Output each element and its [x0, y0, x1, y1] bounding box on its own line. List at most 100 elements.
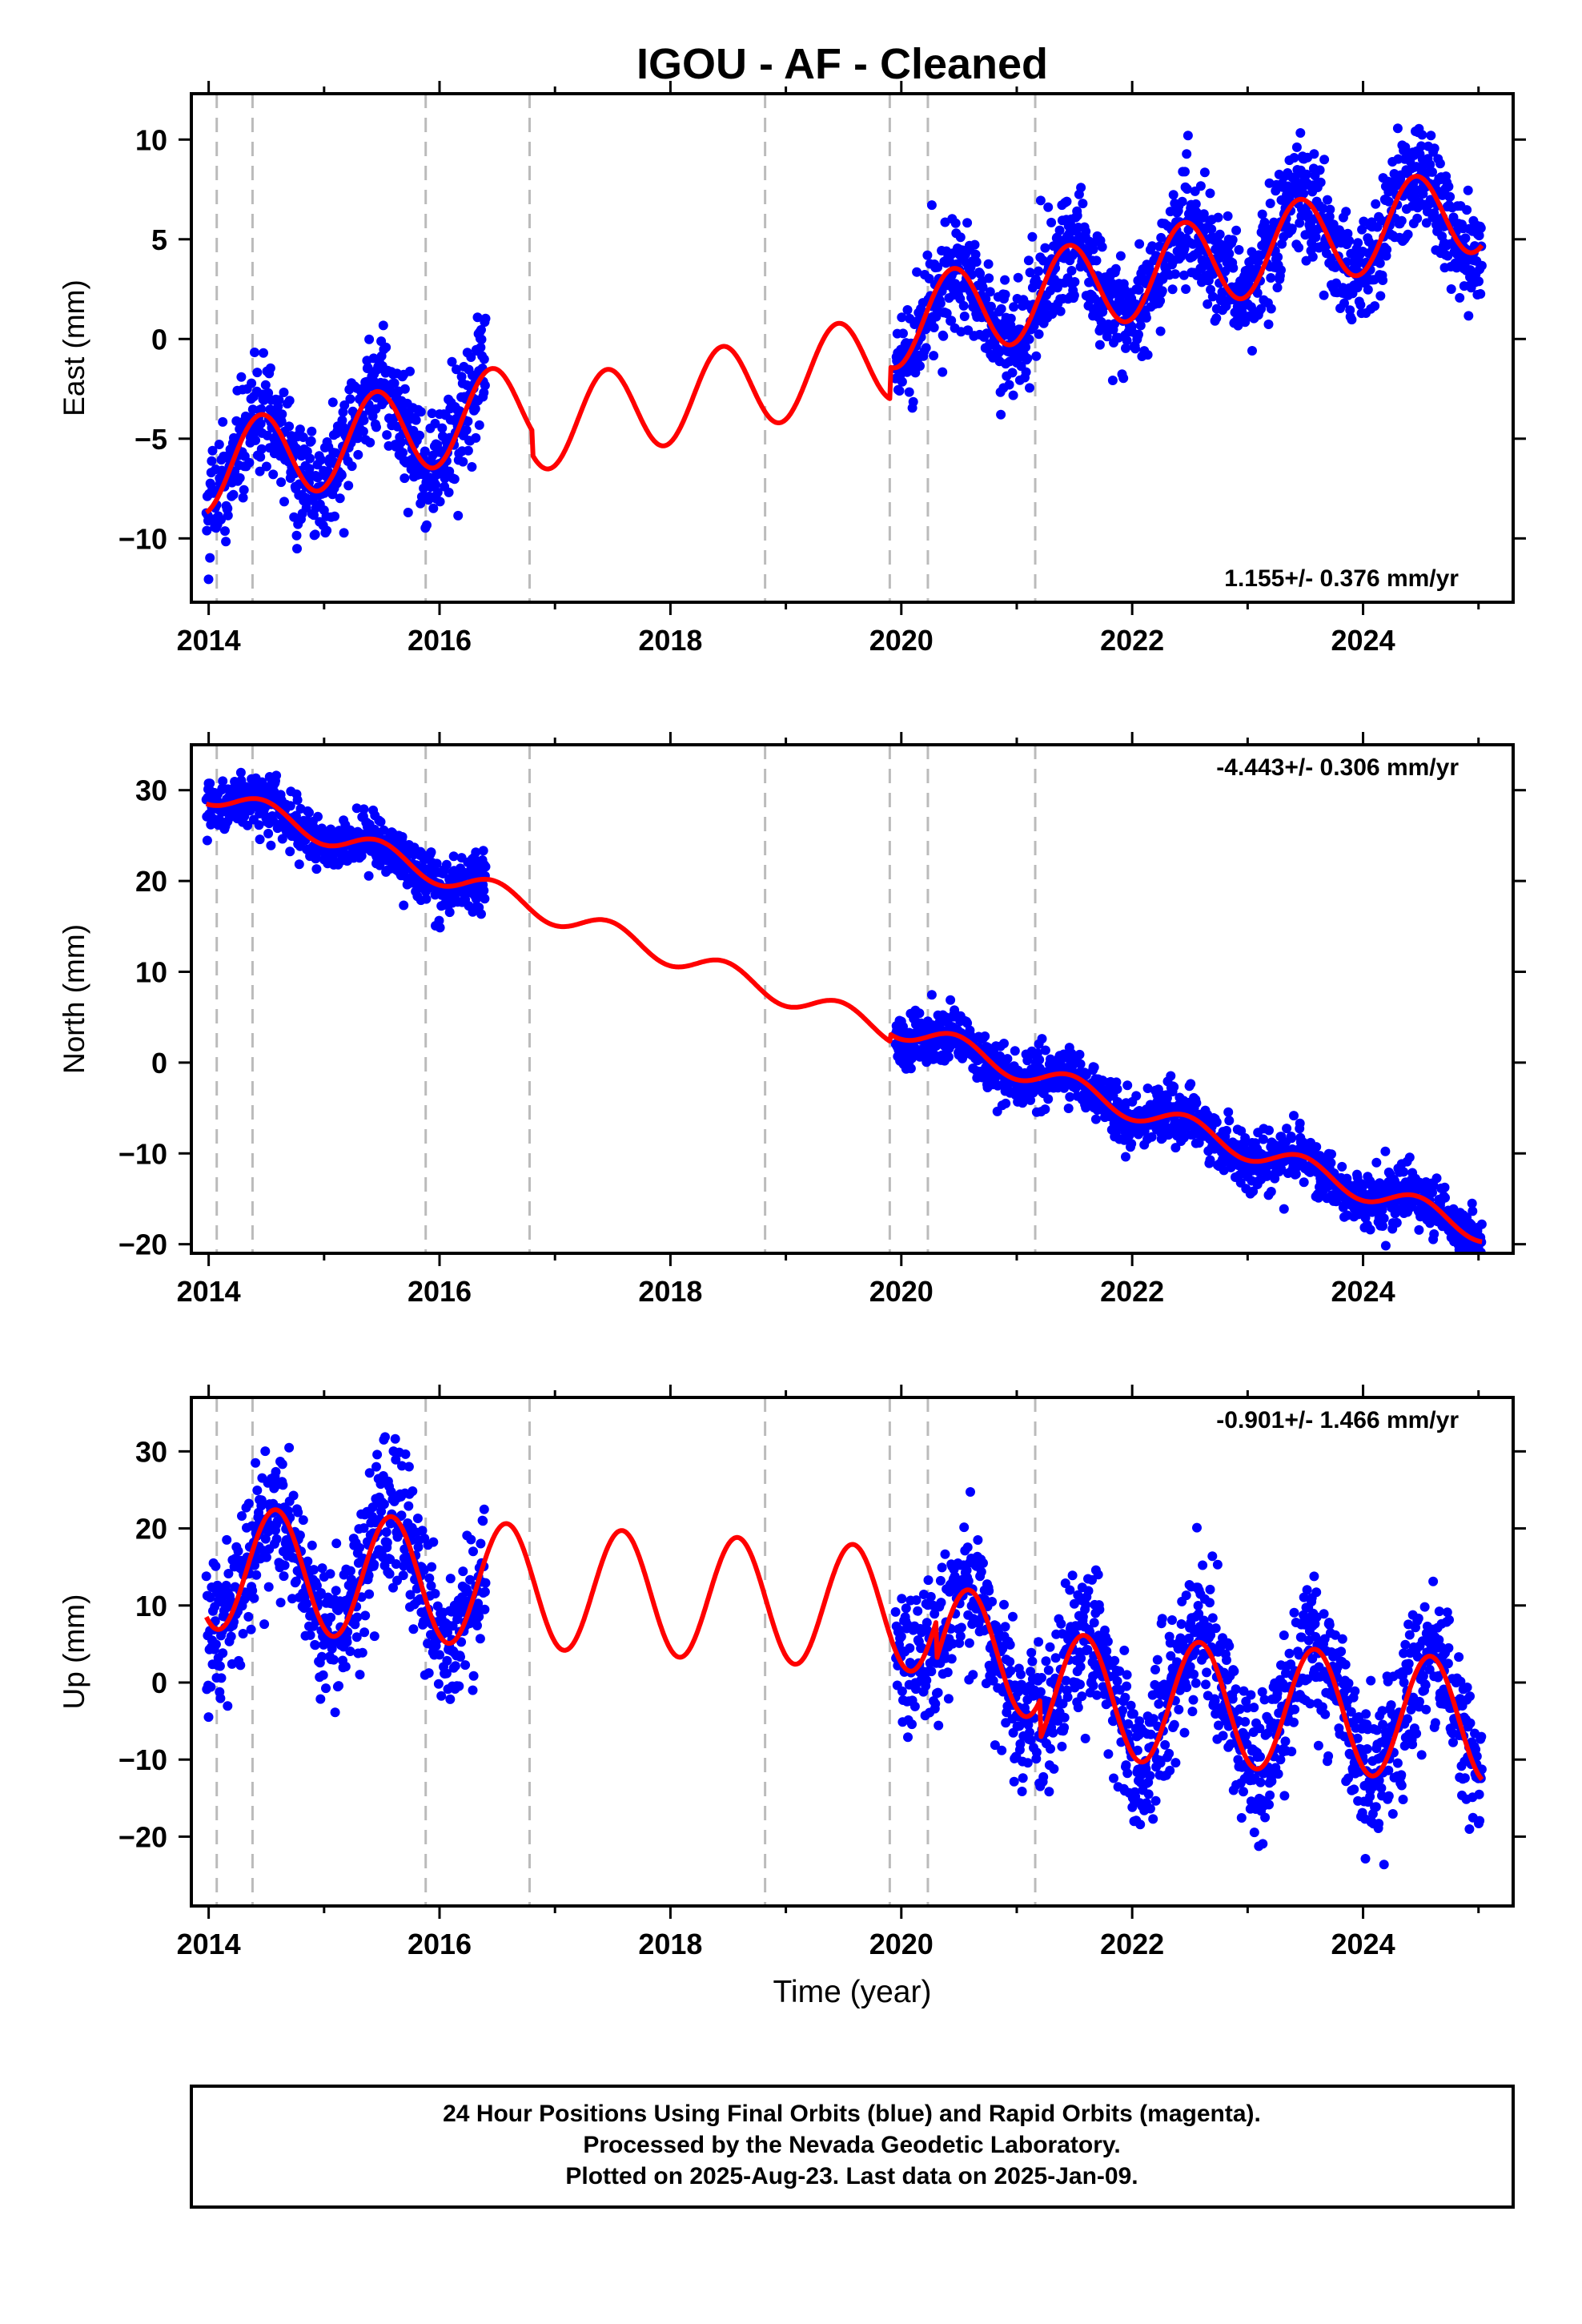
data-point [279, 1571, 289, 1582]
data-point [1341, 207, 1351, 217]
data-point [1146, 1132, 1157, 1142]
data-point [400, 1544, 410, 1554]
data-point [1476, 260, 1487, 271]
data-point [432, 1601, 443, 1611]
data-point [251, 435, 261, 445]
data-point [307, 426, 317, 436]
data-point [328, 1655, 339, 1665]
data-point [247, 378, 257, 388]
y-tick-label: 30 [135, 774, 167, 807]
data-point [463, 445, 473, 456]
data-point [946, 316, 957, 326]
data-point [476, 1538, 486, 1549]
data-point [973, 1535, 983, 1545]
data-point [310, 1640, 320, 1651]
y-tick-label: 5 [151, 223, 167, 256]
data-point [295, 1530, 305, 1541]
data-point [1010, 1046, 1020, 1056]
data-point [946, 1654, 957, 1664]
data-point [1094, 340, 1105, 350]
data-point [246, 1624, 256, 1634]
data-point [1034, 266, 1044, 276]
y-axis-label: East (mm) [58, 279, 90, 416]
data-point [898, 1022, 908, 1031]
data-point [382, 1538, 392, 1548]
data-point [302, 1598, 312, 1609]
data-point [315, 455, 326, 465]
data-point [1224, 248, 1235, 259]
data-point [1270, 1173, 1280, 1184]
data-point [340, 1662, 351, 1672]
data-point [898, 328, 908, 339]
data-point [226, 1631, 236, 1642]
data-point [1299, 1177, 1309, 1188]
data-point [897, 376, 907, 387]
data-point [239, 485, 249, 495]
data-point [1130, 344, 1141, 354]
data-point [389, 378, 400, 388]
data-point [398, 448, 408, 458]
data-point [355, 1670, 365, 1680]
data-point [1299, 188, 1309, 199]
data-point [376, 1506, 387, 1517]
data-point [313, 811, 323, 822]
data-point [428, 1537, 439, 1547]
data-point [1074, 1049, 1085, 1059]
data-point [1035, 195, 1046, 206]
data-point [397, 1461, 407, 1471]
data-point [1391, 1217, 1402, 1228]
data-point [1382, 244, 1392, 255]
data-point [400, 473, 410, 484]
data-point [211, 1561, 221, 1571]
data-point [435, 497, 445, 507]
data-point [1110, 319, 1120, 329]
data-point [347, 461, 357, 472]
data-point [364, 334, 375, 344]
data-point [233, 1546, 243, 1556]
data-point [1107, 376, 1118, 385]
data-point [1446, 284, 1456, 294]
data-point [1399, 1167, 1409, 1177]
data-point [1223, 1107, 1234, 1117]
data-point [331, 1538, 342, 1549]
data-point [1265, 199, 1275, 208]
model-curve [205, 174, 1484, 515]
data-point [460, 1660, 471, 1671]
data-point [1324, 211, 1335, 222]
data-point [326, 1612, 336, 1622]
data-point [432, 487, 443, 497]
data-point [311, 864, 322, 875]
data-point [1178, 270, 1189, 280]
model-curve [205, 796, 1484, 1244]
data-point [277, 409, 287, 420]
data-point [926, 990, 937, 1000]
data-point [400, 1449, 411, 1459]
data-point [445, 1574, 456, 1584]
data-point [1379, 1213, 1389, 1224]
data-point [1091, 255, 1102, 266]
data-point [288, 1490, 299, 1501]
data-point [317, 1651, 327, 1662]
data-point [1203, 299, 1213, 309]
data-point [1005, 1639, 1015, 1650]
data-point [391, 1454, 401, 1465]
data-point [412, 1514, 423, 1523]
data-point [228, 489, 239, 500]
data-point [1311, 232, 1321, 243]
data-point [970, 239, 980, 250]
data-point [263, 1582, 274, 1592]
x-tick-label: 2016 [408, 624, 472, 657]
data-point [238, 493, 248, 503]
data-point [400, 384, 410, 394]
data-point [1460, 233, 1471, 243]
data-point [1429, 1229, 1439, 1239]
data-point [291, 1576, 301, 1586]
data-point [378, 320, 388, 331]
data-point [1006, 1666, 1016, 1676]
data-point [1166, 1071, 1176, 1081]
data-point [903, 1732, 913, 1743]
data-point [1069, 290, 1079, 300]
data-point [1378, 1221, 1388, 1231]
data-point [285, 846, 295, 857]
data-point [926, 200, 937, 211]
